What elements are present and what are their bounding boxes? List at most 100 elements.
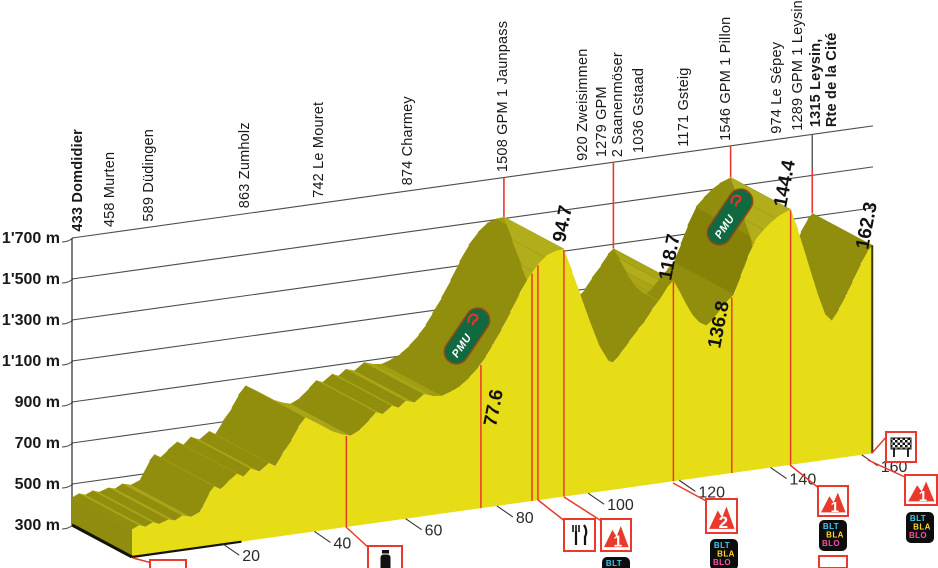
blablo-text: BLT: [910, 514, 926, 523]
icon-connector-line: [867, 459, 908, 479]
top-surface-segment: [459, 244, 530, 294]
waypoint-label: Rte de la Cité: [824, 32, 840, 127]
distance-tick-label: 120: [698, 484, 725, 501]
bottle-icon: [380, 554, 391, 568]
gpm-category-label: 1: [919, 488, 927, 505]
waypoint-label: 1546 GPM 1 Pillon: [718, 17, 734, 141]
blablo-text: BLA: [717, 550, 735, 559]
blablo-text: BLA: [826, 531, 844, 540]
gpm-category-label: 1: [613, 534, 622, 551]
top-surface-segment: [215, 421, 283, 467]
y-axis-label: 900 m: [15, 394, 60, 411]
top-surface-segment: [792, 232, 862, 282]
top-surface-segment: [673, 243, 742, 295]
waypoint-label: 589 Düdingen: [141, 129, 157, 222]
waypoint-label: 1279 GPM: [594, 86, 610, 157]
top-surface-segment: [272, 399, 343, 435]
pmu-jockey-icon: [467, 313, 479, 326]
top-surface-segment: [290, 397, 361, 436]
distance-tick-label: 140: [790, 472, 817, 489]
distance-tick-line: [770, 467, 787, 480]
icon-box: [818, 555, 848, 568]
icon-connector-line: [537, 499, 567, 523]
icon-group-bottle: [345, 526, 403, 568]
distance-tick-label: 60: [425, 523, 443, 540]
y-axis-label: 1'700 m: [2, 230, 60, 247]
top-surface-segment: [354, 362, 425, 403]
shadow-edge-left: [71, 523, 133, 559]
icon-box: [149, 559, 187, 568]
mountain-icon: [709, 506, 735, 529]
icon-group-start-box: [132, 557, 187, 568]
gridline: [71, 125, 874, 239]
top-surface-segment: [160, 450, 229, 490]
waypoint-label: 1508 GPM 1 Jaunpass: [495, 21, 511, 172]
top-surface-segment: [399, 345, 470, 386]
distance-tick-line: [587, 492, 605, 505]
top-surface-segment: [149, 454, 215, 493]
top-surface-segment: [114, 483, 183, 521]
distance-ticks: 20 40 60 80 100 120 140 160: [222, 454, 908, 565]
top-surface-segment: [468, 232, 539, 277]
top-surface-segment: [140, 460, 210, 512]
gpm-category-label: 2: [719, 513, 728, 532]
top-surface-segment: [231, 395, 299, 441]
pmu-pill: [443, 307, 491, 365]
top-surface-segment: [92, 490, 160, 525]
waypoint-label: 920 Zweisimmen: [575, 48, 591, 160]
icon-connector-line: [563, 496, 604, 523]
bottle-icon: [382, 550, 389, 554]
blablo-text: BLT: [823, 522, 839, 531]
top-surface-segment: [281, 402, 352, 436]
y-axis-label: 700 m: [15, 435, 60, 452]
top-surface-segment: [450, 261, 521, 313]
waypoint-labels: 433 Domdidier 458 Murten 589 Düdingen 863 Z…: [70, 0, 840, 232]
y-axis-label: 1'100 m: [2, 353, 60, 370]
km-marker-label: 94.7: [549, 204, 577, 244]
km-marker-label: 144.4: [770, 158, 800, 209]
top-surface-segment: [372, 363, 443, 396]
top-surface-segment: [390, 353, 461, 392]
top-surface-segment: [800, 219, 869, 265]
top-surface-segment: [441, 280, 511, 331]
distance-tick-line: [314, 531, 331, 543]
waypoint-label: 433 Domdidier: [70, 129, 86, 232]
km-marker-label: 162.3: [852, 200, 882, 251]
top-surface-segment: [167, 441, 238, 483]
distance-tick-label: 40: [333, 535, 351, 552]
waypoint-label: 1171 Gsteig: [676, 67, 692, 146]
waypoint-label: 863 Zumholz: [237, 122, 253, 208]
icon-box: [563, 518, 596, 552]
gpm-marker-lines: [503, 134, 814, 249]
y-axis-label: 500 m: [15, 476, 60, 493]
top-surface-segment: [409, 335, 480, 378]
top-surface-segment: [315, 380, 384, 415]
blablo-text: BLO: [822, 539, 840, 548]
icon-connector-line: [672, 482, 709, 503]
icon-connector-line: [789, 464, 821, 490]
waypoint-label: 1036 Gstaad: [631, 68, 647, 153]
top-surface-segment: [584, 277, 653, 322]
mountain-icon: [908, 481, 935, 502]
blablo-text: BLO: [909, 531, 927, 540]
top-surface-segment: [199, 431, 270, 472]
profile-front-face: [132, 209, 873, 558]
top-surface-segment: [345, 368, 416, 403]
profile-left-face: [72, 497, 132, 557]
y-axis-label: 1'300 m: [2, 312, 60, 329]
waypoint-label: 742 Le Mouret: [311, 102, 327, 198]
top-surface-segment: [666, 262, 735, 302]
top-surface-segment: [183, 436, 251, 477]
top-surface-segment: [591, 265, 662, 310]
top-surface-segment: [222, 408, 293, 454]
distance-tick-line: [496, 505, 514, 518]
distance-tick-label: 160: [881, 459, 908, 476]
